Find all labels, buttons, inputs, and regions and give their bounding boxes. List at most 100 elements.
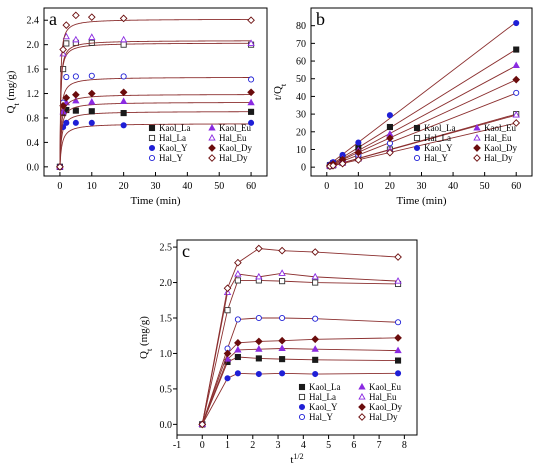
data-point-kaol-y <box>255 370 262 378</box>
data-point-kaol-eu <box>72 96 80 104</box>
y-tick-label: 0.5 <box>160 384 173 395</box>
y-axis-label-sub: t <box>279 83 288 86</box>
legend-marker <box>298 383 306 391</box>
legend-marker <box>473 144 481 152</box>
legend-marker <box>413 134 421 142</box>
legend-label: Hal_Eu <box>484 133 512 143</box>
legend-label: Hal_Y <box>309 412 333 422</box>
legend-marker <box>413 144 421 152</box>
data-point-hal-dy <box>247 16 255 25</box>
data-point-kaol-eu <box>311 345 319 352</box>
data-point-kaol-eu <box>394 346 402 354</box>
data-point-kaol-y <box>234 370 241 377</box>
data-point-kaol-dy <box>72 90 80 99</box>
y-axis-label-sub: t <box>12 102 21 105</box>
legend-marker <box>298 393 306 401</box>
data-point-hal-la <box>63 40 70 47</box>
data-point-kaol-la <box>279 356 286 363</box>
fit-line-kaol-y <box>59 123 252 167</box>
fit-line-hal-y <box>59 77 252 167</box>
legend-label: Kaol_Dy <box>484 143 517 153</box>
legend-label: Kaol_Y <box>159 143 188 153</box>
legend-label: Kaol_Dy <box>369 402 402 412</box>
legend-marker <box>208 123 216 131</box>
data-point-hal-dy <box>354 156 363 164</box>
x-tick-label: 50 <box>214 181 224 192</box>
data-point-kaol-y <box>386 112 393 119</box>
x-tick-label: 40 <box>448 181 458 192</box>
data-point-kaol-y <box>513 19 520 27</box>
data-point-kaol-eu <box>234 345 242 353</box>
legend-label: Kaol_Eu <box>219 123 251 133</box>
data-point-kaol-dy <box>512 75 521 84</box>
x-tick-label: 2 <box>250 440 255 451</box>
data-point-kaol-dy <box>255 337 263 346</box>
data-point-hal-y <box>395 319 402 326</box>
data-point-hal-dy <box>87 13 96 22</box>
x-tick-label: 0 <box>200 440 205 451</box>
x-tick-label: 6 <box>351 440 356 451</box>
y-tick-label: 2.0 <box>160 278 173 289</box>
data-point-hal-dy <box>56 162 64 171</box>
x-tick-label: 40 <box>182 181 192 192</box>
y-tick-label: 0.4 <box>27 138 40 149</box>
data-point-hal-dy <box>198 420 207 429</box>
data-point-hal-eu <box>255 272 263 280</box>
y-axis-label: Qt (mg/g) <box>138 316 154 359</box>
data-point-kaol-dy <box>394 334 402 342</box>
data-point-kaol-dy <box>311 335 320 344</box>
legend-marker <box>358 413 366 421</box>
legend-marker <box>148 144 156 152</box>
x-tick-label: 60 <box>511 181 521 192</box>
data-point-hal-dy <box>278 246 286 255</box>
data-point-kaol-la <box>248 108 255 115</box>
data-point-hal-dy <box>255 244 263 253</box>
legend-marker <box>148 124 156 132</box>
legend-marker <box>208 144 216 152</box>
legend-marker <box>148 154 156 162</box>
y-axis-label-sub: t <box>145 348 154 351</box>
data-point-hal-eu <box>234 270 242 277</box>
data-point-hal-eu <box>247 39 255 46</box>
y-axis-label-main: Q <box>138 351 150 359</box>
data-point-kaol-la <box>312 356 319 363</box>
data-point-kaol-y <box>355 139 362 146</box>
legend-label: Kaol_Y <box>309 402 338 412</box>
x-axis-label: t1/2 <box>290 452 303 467</box>
y-tick-label: 0.8 <box>27 113 40 124</box>
data-point-hal-y <box>279 314 286 322</box>
x-tick-label: 3 <box>276 440 281 451</box>
data-point-kaol-y <box>72 119 79 126</box>
data-point-kaol-eu <box>278 344 286 352</box>
data-point-hal-y <box>63 73 70 81</box>
data-point-kaol-y <box>395 370 402 377</box>
legend-label: Hal_La <box>159 133 186 143</box>
data-point-kaol-dy <box>87 89 96 98</box>
legend-marker <box>413 124 421 132</box>
x-tick-label: 7 <box>377 440 382 451</box>
legend-marker <box>358 403 366 411</box>
data-point-hal-la <box>224 307 231 314</box>
data-point-kaol-dy <box>278 336 286 345</box>
y-axis-label-main: Q <box>5 105 17 113</box>
legend-marker <box>208 133 216 141</box>
data-point-hal-eu <box>88 33 96 40</box>
x-tick-label: -1 <box>173 440 181 451</box>
data-point-hal-y <box>120 73 127 80</box>
legend-marker <box>358 382 366 390</box>
legend-marker <box>473 133 481 141</box>
panel-letter: c <box>182 241 190 261</box>
x-tick-label: 60 <box>246 181 256 192</box>
data-point-hal-dy <box>394 253 402 261</box>
x-tick-label: 10 <box>87 181 97 192</box>
data-point-kaol-dy <box>223 349 232 358</box>
data-point-hal-y <box>88 72 95 79</box>
x-axis-label: Time (min) <box>396 195 446 207</box>
data-point-hal-dy <box>338 159 347 168</box>
data-point-hal-eu <box>394 277 402 284</box>
data-point-kaol-la <box>120 110 127 117</box>
data-point-kaol-la <box>386 123 393 131</box>
y-tick-label: 30 <box>296 110 306 121</box>
y-tick-label: 40 <box>296 92 306 103</box>
data-point-kaol-la <box>395 357 402 364</box>
